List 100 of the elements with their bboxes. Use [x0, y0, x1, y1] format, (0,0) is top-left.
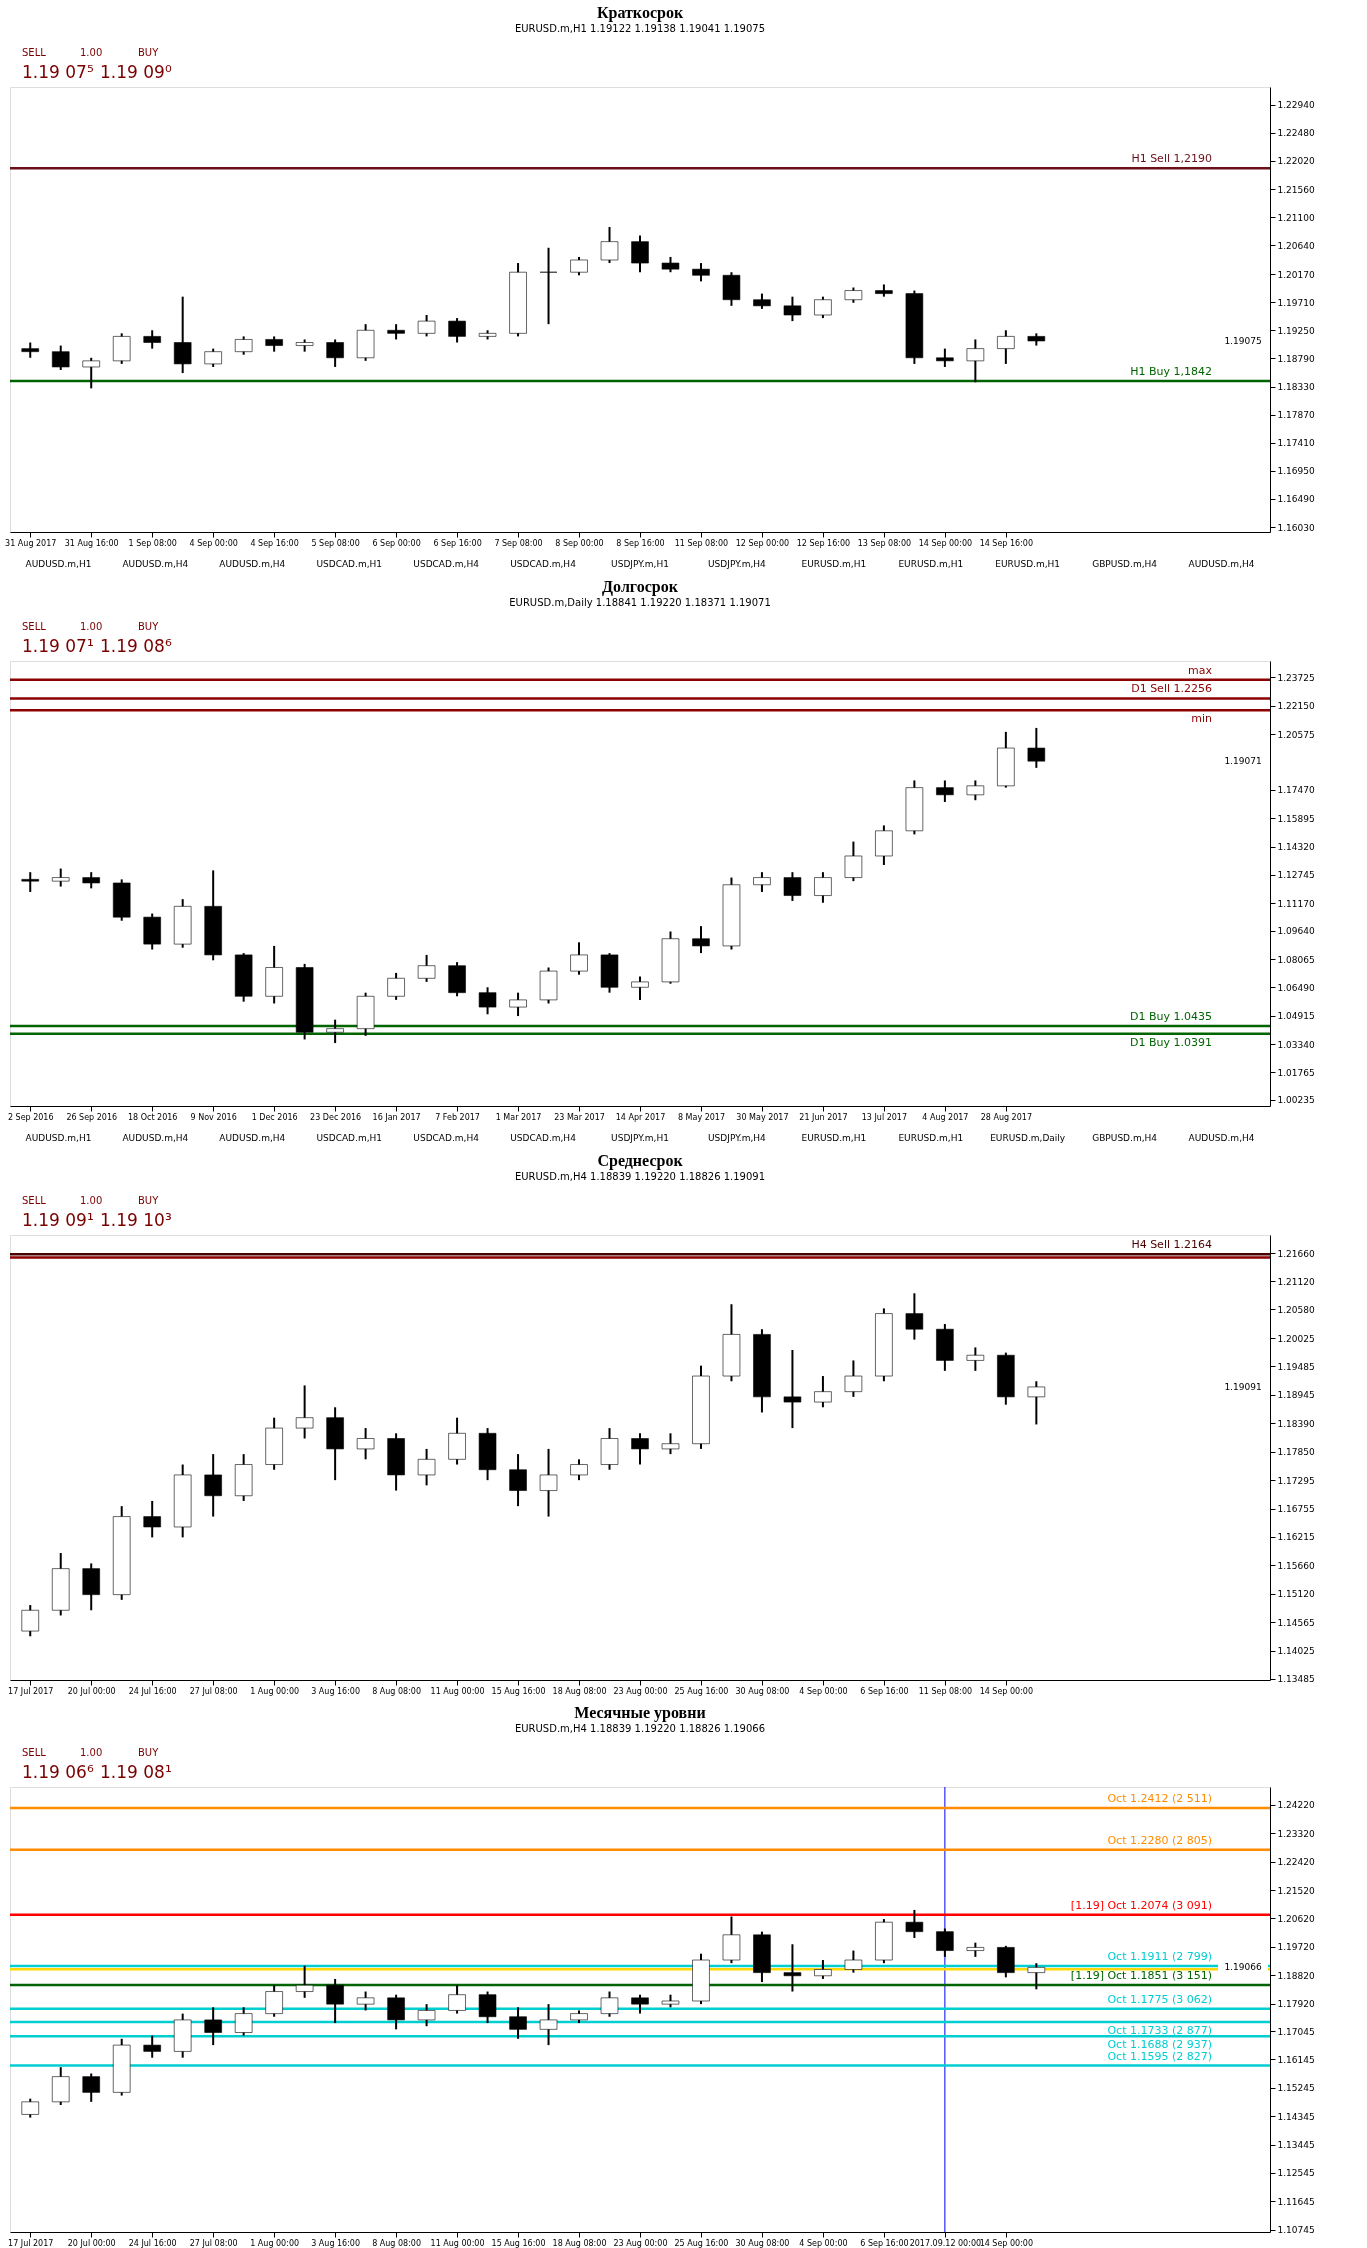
- x-tick-label: 9 Nov 2016: [190, 1112, 237, 1122]
- x-tick-label: 6 Sep 16:00: [860, 2238, 909, 2248]
- ref-line-label: [1.19] Oct 1.2074 (3 091): [1070, 1898, 1212, 1912]
- y-tick-label: 1.11645: [1277, 2196, 1315, 2207]
- text: 1.00: [80, 621, 103, 632]
- candlestick: [234, 2006, 253, 2037]
- text: 1.19 10³: [100, 1210, 172, 1230]
- candlestick: [173, 295, 192, 375]
- x-tick-label: 18 Oct 2016: [127, 1112, 178, 1122]
- x-tick-label: 27 Jul 08:00: [189, 2238, 238, 2248]
- y-tick-label: 1.17870: [1277, 410, 1315, 421]
- candlestick: [295, 1964, 314, 1999]
- candlestick: [234, 335, 253, 356]
- text: BUY: [138, 47, 160, 58]
- y-tick-label: 1.20640: [1277, 240, 1315, 251]
- candlestick: [82, 2072, 100, 2103]
- annotation: 1.19066: [1224, 1962, 1262, 1973]
- y-tick-label: 1.22420: [1277, 1857, 1315, 1868]
- text: USDCAD.m,H4: [413, 1133, 480, 1143]
- candlestick: [82, 356, 100, 390]
- candlestick: [692, 262, 710, 283]
- x-tick-label: 31 Aug 16:00: [64, 538, 119, 548]
- x-tick-label: 4 Sep 00:00: [189, 538, 238, 548]
- y-tick-label: 1.16215: [1277, 1532, 1315, 1543]
- candlestick: [844, 840, 863, 883]
- y-tick-label: 1.00235: [1277, 1095, 1315, 1106]
- y-tick-label: 1.19250: [1277, 325, 1315, 336]
- ref-line-label: H1 Sell 1,2190: [1131, 152, 1212, 166]
- ref-line-label: Oct 1.1911 (2 799): [1107, 1950, 1212, 1964]
- x-tick-label: 30 May 2017: [736, 1112, 789, 1122]
- y-tick-label: 1.14320: [1277, 842, 1315, 853]
- y-tick-label: 1.13445: [1277, 2140, 1315, 2151]
- x-tick-label: 8 Aug 08:00: [372, 1686, 422, 1696]
- candlestick: [417, 2003, 436, 2028]
- candlestick: [783, 1349, 802, 1430]
- text: BUY: [138, 1747, 160, 1758]
- text: 1.00: [80, 47, 103, 58]
- x-tick-label: 21 Jun 2017: [799, 1112, 848, 1122]
- ref-line-label: H1 Buy 1,1842: [1130, 365, 1212, 379]
- candlestick: [204, 1453, 222, 1518]
- y-tick-label: 1.16490: [1277, 494, 1315, 505]
- text: 1.00: [80, 1195, 103, 1206]
- text: USDCAD.m,H4: [510, 1133, 577, 1143]
- y-tick-label: 1.20575: [1277, 729, 1315, 740]
- y-tick-label: 1.06490: [1277, 982, 1315, 993]
- y-tick-label: 1.11170: [1277, 898, 1315, 909]
- annotation: 1.19071: [1224, 756, 1262, 767]
- y-tick-label: 1.18945: [1277, 1390, 1315, 1401]
- y-tick-label: 1.15895: [1277, 813, 1315, 824]
- x-tick-label: 17 Jul 2017: [8, 2238, 54, 2248]
- text: USDJPY.m,H4: [708, 1133, 767, 1143]
- candlestick: [814, 1959, 832, 1980]
- candlestick: [905, 1908, 924, 1939]
- text: AUDUSD.m,H4: [1188, 559, 1255, 569]
- y-tick-label: 1.22020: [1277, 156, 1315, 167]
- text: AUDUSD.m,H4: [219, 559, 286, 569]
- text: USDJPY.m,H1: [611, 559, 669, 569]
- y-tick-label: 1.16755: [1277, 1504, 1315, 1515]
- y-tick-label: 1.18390: [1277, 1418, 1315, 1429]
- candlestick: [600, 225, 619, 265]
- candlestick: [570, 1458, 588, 1482]
- x-tick-label: 8 Sep 16:00: [616, 538, 665, 548]
- annotation: 1.19091: [1224, 1381, 1262, 1392]
- candlestick: [783, 1943, 802, 1993]
- x-tick-label: 1 Aug 00:00: [250, 2238, 300, 2248]
- x-tick-label: 1 Aug 00:00: [250, 1686, 300, 1696]
- candlestick: [51, 344, 70, 372]
- x-tick-label: 4 Sep 00:00: [799, 2238, 848, 2248]
- candlestick: [326, 338, 344, 368]
- candlestick: [814, 1375, 832, 1409]
- text: AUDUSD.m,H4: [122, 1133, 189, 1143]
- ref-line-label: H4 Sell 1.2164: [1131, 1238, 1212, 1252]
- x-tick-label: 14 Sep 00:00: [979, 2238, 1034, 2248]
- x-tick-label: 14 Sep 00:00: [918, 538, 973, 548]
- x-tick-label: 24 Jul 16:00: [128, 1686, 177, 1696]
- candlestick: [448, 1984, 466, 2015]
- x-tick-label: 16 Jan 2017: [372, 1112, 421, 1122]
- x-tick-label: 12 Sep 00:00: [735, 538, 790, 548]
- candlestick: [631, 975, 649, 1001]
- text: SELL: [22, 1195, 47, 1206]
- text: USDJPY.m,H1: [611, 1133, 669, 1143]
- y-tick-label: 1.17470: [1277, 785, 1315, 796]
- text: EURUSD.m,H1: [995, 559, 1061, 569]
- candlestick: [783, 871, 802, 902]
- x-tick-label: 1 Sep 08:00: [128, 538, 177, 548]
- chart-subtitle: EURUSD.m,H4 1.18839 1.19220 1.18826 1.19066: [514, 1723, 766, 1734]
- text: EURUSD.m,Daily: [990, 1133, 1066, 1143]
- text: USDCAD.m,H1: [316, 1133, 383, 1143]
- y-tick-label: 1.14345: [1277, 2111, 1315, 2122]
- x-tick-label: 28 Aug 2017: [980, 1112, 1032, 1122]
- y-tick-label: 1.17410: [1277, 438, 1315, 449]
- text: AUDUSD.m,H4: [122, 559, 189, 569]
- text: AUDUSD.m,H4: [219, 1133, 286, 1143]
- y-tick-label: 1.09640: [1277, 926, 1315, 937]
- candlestick: [21, 2097, 39, 2119]
- y-tick-label: 1.19710: [1277, 297, 1315, 308]
- ref-line-label: Oct 1.1733 (2 877): [1107, 2024, 1212, 2038]
- x-tick-label: 11 Sep 08:00: [918, 1686, 973, 1696]
- candlestick: [631, 1432, 649, 1466]
- text: AUDUSD.m,H4: [1188, 1133, 1255, 1143]
